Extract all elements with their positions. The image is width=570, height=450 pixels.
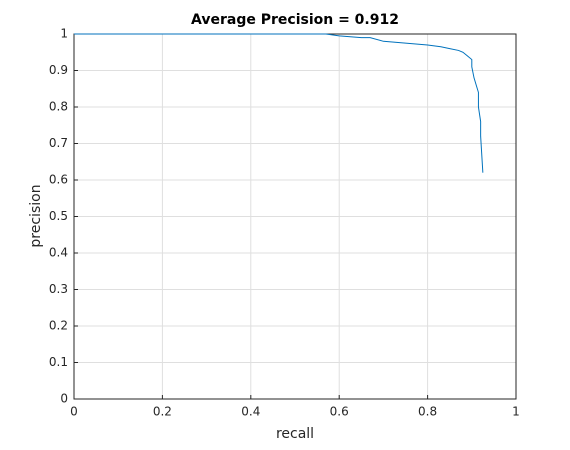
y-tick-label: 0.8 [49, 100, 68, 114]
x-tick-label: 0.2 [153, 405, 172, 419]
x-tick-label: 0.4 [241, 405, 260, 419]
x-tick-label: 0 [70, 405, 78, 419]
y-tick-label: 1 [60, 27, 68, 41]
y-tick-label: 0.7 [49, 136, 68, 150]
y-axis-label: precision [28, 184, 44, 247]
y-tick-label: 0.4 [49, 246, 68, 260]
chart-title: Average Precision = 0.912 [191, 12, 399, 28]
x-tick-label: 0.8 [418, 405, 437, 419]
y-tick-label: 0.6 [49, 173, 68, 187]
y-tick-label: 0.1 [49, 355, 68, 369]
y-tick-label: 0.2 [49, 319, 68, 333]
x-axis-label: recall [276, 426, 314, 442]
y-tick-label: 0.9 [49, 63, 68, 77]
x-tick-label: 1 [512, 405, 520, 419]
y-tick-label: 0 [60, 392, 68, 406]
y-tick-label: 0.5 [49, 209, 68, 223]
pr-curve [74, 33, 484, 173]
y-tick-label: 0.3 [49, 282, 68, 296]
x-tick-label: 0.6 [330, 405, 349, 419]
